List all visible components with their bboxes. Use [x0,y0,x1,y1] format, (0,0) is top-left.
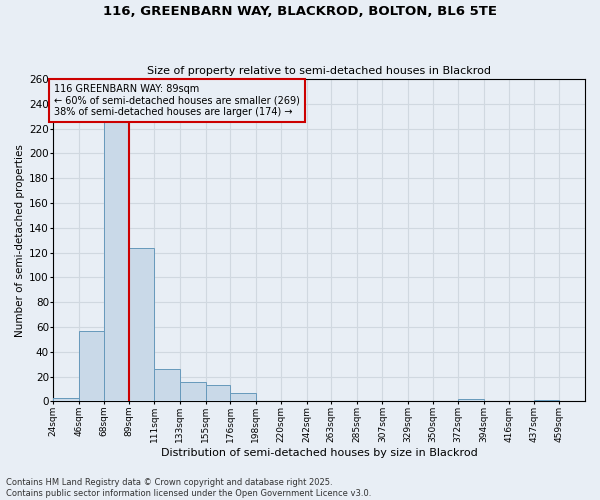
Bar [206,386,230,402]
Bar [79,330,104,402]
Bar [180,382,206,402]
Bar [534,400,559,402]
X-axis label: Distribution of semi-detached houses by size in Blackrod: Distribution of semi-detached houses by … [161,448,478,458]
Text: 116, GREENBARN WAY, BLACKROD, BOLTON, BL6 5TE: 116, GREENBARN WAY, BLACKROD, BOLTON, BL… [103,5,497,18]
Bar [154,369,180,402]
Bar [230,392,256,402]
Y-axis label: Number of semi-detached properties: Number of semi-detached properties [15,144,25,336]
Bar [104,92,129,402]
Title: Size of property relative to semi-detached houses in Blackrod: Size of property relative to semi-detach… [147,66,491,76]
Bar [53,398,79,402]
Bar [458,399,484,402]
Bar [129,248,154,402]
Text: 116 GREENBARN WAY: 89sqm
← 60% of semi-detached houses are smaller (269)
38% of : 116 GREENBARN WAY: 89sqm ← 60% of semi-d… [54,84,300,117]
Text: Contains HM Land Registry data © Crown copyright and database right 2025.
Contai: Contains HM Land Registry data © Crown c… [6,478,371,498]
